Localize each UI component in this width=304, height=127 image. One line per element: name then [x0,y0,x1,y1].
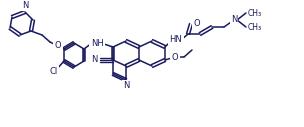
Text: O: O [172,52,178,61]
Text: N: N [231,15,237,25]
Text: HN: HN [170,36,182,44]
Text: O: O [193,20,200,28]
Text: CH₃: CH₃ [248,9,262,18]
Text: CH₃: CH₃ [248,22,262,31]
Text: O: O [55,42,61,51]
Text: Cl: Cl [50,67,58,76]
Text: N: N [123,81,129,90]
Text: N: N [22,1,28,10]
Text: NH: NH [91,38,103,47]
Text: N: N [92,55,98,65]
